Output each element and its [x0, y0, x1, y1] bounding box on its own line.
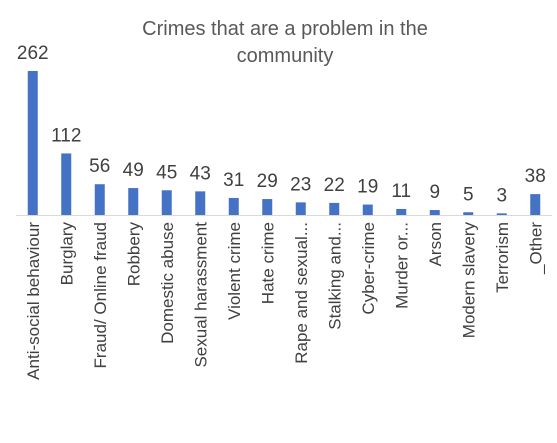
data-label-3: 49 — [123, 160, 144, 181]
data-label-7: 29 — [257, 171, 278, 192]
bar-9 — [329, 202, 340, 215]
category-label-0: Anti-social behaviour — [24, 222, 43, 380]
bar-4 — [161, 190, 172, 215]
bar-5 — [195, 191, 206, 215]
bar-12 — [429, 210, 440, 215]
category-label-14: Terrorism — [493, 222, 512, 293]
chart-title-line-2: community — [237, 45, 334, 67]
category-label-5: Sexual harassment — [191, 222, 210, 368]
data-label-1: 112 — [51, 125, 81, 146]
category-label-15: _Other — [526, 222, 545, 275]
category-label-8: Rape and sexual... — [292, 222, 311, 364]
data-label-8: 23 — [290, 174, 311, 195]
data-label-6: 31 — [223, 170, 244, 191]
bar-6 — [228, 197, 239, 215]
bar-14 — [496, 213, 507, 215]
bar-2 — [94, 184, 105, 215]
data-label-14: 3 — [496, 185, 507, 206]
category-label-10: Cyber-crime — [359, 222, 378, 315]
data-label-4: 45 — [156, 162, 177, 183]
bar-1 — [61, 153, 72, 215]
data-label-13: 5 — [463, 184, 474, 205]
bar-11 — [396, 208, 407, 215]
bar-7 — [262, 199, 273, 215]
category-label-2: Fraud/ Online fraud — [91, 222, 110, 368]
bars-group — [27, 71, 541, 215]
category-label-3: Robbery — [124, 222, 143, 287]
data-label-5: 43 — [190, 163, 211, 184]
data-label-15: 38 — [525, 166, 546, 187]
bar-3 — [128, 188, 139, 215]
data-label-2: 56 — [89, 156, 110, 177]
category-labels-group: Anti-social behaviour Burglary Fraud/ Onli… — [24, 222, 546, 380]
category-label-12: Arson — [426, 222, 445, 266]
data-label-9: 22 — [324, 175, 345, 196]
data-label-10: 19 — [357, 177, 378, 198]
bar-8 — [295, 202, 306, 215]
chart-title-line-1: Crimes that are a problem in the — [142, 18, 428, 40]
category-label-1: Burglary — [57, 222, 76, 286]
category-label-11: Murder or... — [392, 222, 411, 309]
data-label-0: 262 — [17, 43, 49, 64]
bar-0 — [27, 71, 38, 215]
category-label-6: Violent crime — [225, 222, 244, 320]
category-label-7: Hate crime — [258, 222, 277, 304]
bar-13 — [463, 212, 474, 215]
data-label-12: 9 — [429, 182, 440, 203]
category-label-9: Stalking and... — [325, 222, 344, 330]
bar-15 — [530, 194, 541, 215]
category-label-13: Modern slavery — [459, 222, 478, 339]
data-label-11: 11 — [391, 181, 411, 202]
category-label-4: Domestic abuse — [158, 222, 177, 344]
data-labels-group: 262 112 56 49 45 43 31 29 23 22 19 11 9 5 3 38 — [17, 43, 546, 206]
bar-10 — [362, 204, 373, 215]
